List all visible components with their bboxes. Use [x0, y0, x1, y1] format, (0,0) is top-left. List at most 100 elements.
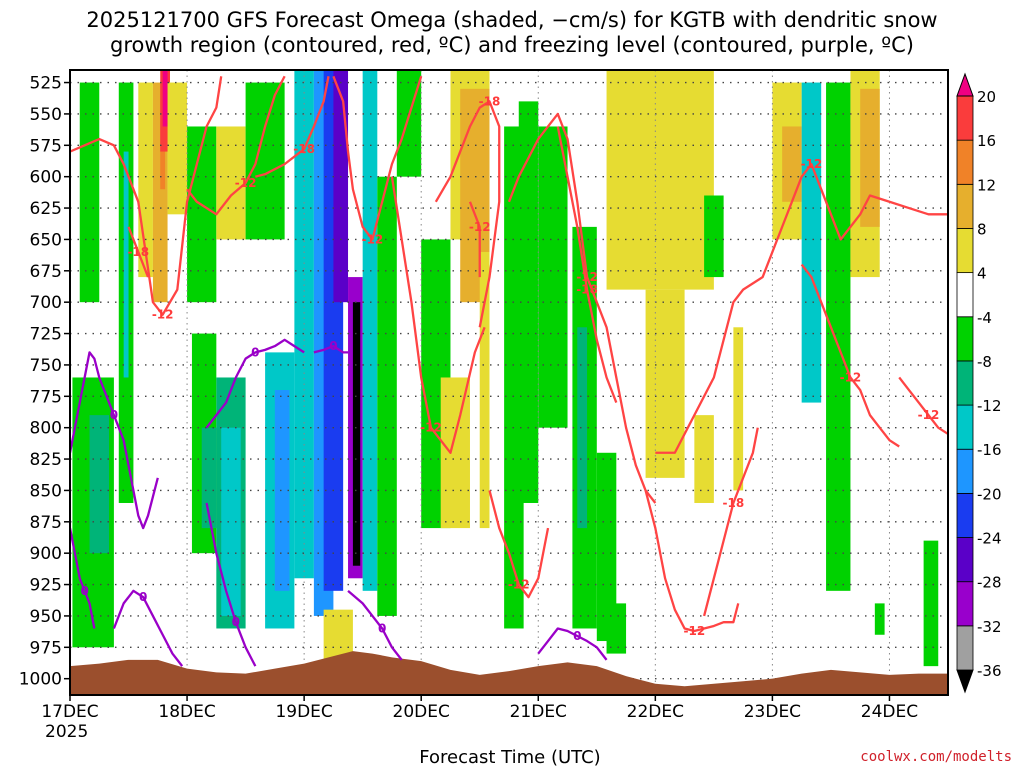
x-tick-label: 22DEC — [627, 702, 684, 722]
dgz-contour-15 — [898, 376, 948, 435]
y-tick-label: 625 — [30, 199, 62, 219]
colorbar-tick-label: 4 — [977, 265, 987, 283]
dgz-contour-2-label: -12 — [235, 176, 257, 190]
dgz-contour-3 — [255, 76, 330, 178]
x-year-label: 2025 — [45, 722, 88, 742]
dgz-contour-4 — [332, 75, 423, 241]
colorbar-segment — [956, 139, 974, 185]
plot-area: -12-18-12-18-12-12-18-12-12-12-18-12-12-… — [69, 69, 949, 696]
x-tick-label: 17DEC — [41, 702, 98, 722]
omega-shade-region-54 — [874, 603, 885, 635]
freezing-contour-2-label: 0 — [139, 590, 147, 604]
dgz-contour-12-label: -12 — [684, 624, 706, 638]
credit-label: coolwx.com/modelts — [860, 749, 1012, 765]
omega-shade-region-43 — [694, 415, 714, 503]
omega-shade-region-34 — [479, 251, 490, 529]
dgz-contour-6 — [434, 100, 501, 328]
omega-shade-region-51 — [704, 195, 724, 278]
y-tick-label: 575 — [30, 136, 62, 156]
dgz-contour-3-label: -18 — [293, 142, 315, 156]
colorbar-segment — [956, 537, 974, 583]
freezing-contour-1 — [70, 527, 96, 629]
colorbar-segment — [956, 404, 974, 450]
chart-title-line-2: growth region (contoured, red, ºC) and f… — [110, 33, 914, 57]
dgz-contour-11 — [655, 162, 948, 454]
freezing-contour-3-label: 0 — [251, 345, 259, 359]
colorbar-tick-label: -12 — [977, 397, 1002, 415]
y-tick-label: 800 — [30, 419, 62, 439]
colorbar-segment — [956, 316, 974, 362]
y-tick-label: 875 — [30, 513, 62, 533]
omega-shade-region-37 — [538, 126, 568, 428]
y-tick-label: 950 — [30, 607, 62, 627]
dgz-contour-12 — [644, 490, 740, 633]
freezing-contour-4-label: 0 — [232, 615, 240, 629]
colorbar-tick-label: -4 — [977, 309, 992, 327]
dgz-contour-14 — [800, 263, 900, 448]
freezing-contour-7 — [537, 627, 608, 661]
omega-shade-region-9 — [162, 70, 168, 127]
chart-title-line-1: 2025121700 GFS Forecast Omega (shaded, −… — [86, 8, 937, 32]
omega-shade-region-17 — [245, 82, 285, 240]
omega-shade-region-13 — [201, 427, 217, 529]
omega-shade-region-4 — [123, 151, 129, 378]
omega-shade-region-16 — [221, 427, 241, 616]
terrain-layer — [70, 651, 948, 695]
colorbar-tick-label: 16 — [977, 132, 996, 150]
freezing-contour-7-label: 0 — [573, 629, 581, 643]
colorbar-segment — [956, 272, 974, 318]
omega-shade-region-27 — [377, 176, 397, 616]
freezing-contour-6-label: 0 — [378, 621, 386, 635]
y-tick-label: 725 — [30, 325, 62, 345]
dgz-contour-7 — [468, 201, 481, 278]
freezing-contour-5-label: 0 — [329, 339, 337, 353]
freezing-contour-1-label: 0 — [80, 584, 88, 598]
colorbar-tick-label: 20 — [977, 88, 996, 106]
colorbar-top-arrow — [956, 72, 974, 97]
dgz-contour-5-label: -12 — [420, 421, 442, 435]
y-tick-label: 925 — [30, 576, 62, 596]
x-axis-title: Forecast Time (UTC) — [419, 747, 600, 768]
omega-shade-region-44 — [733, 327, 744, 491]
colorbar-segment — [956, 228, 974, 274]
y-tick-label: 675 — [30, 262, 62, 282]
plot-frame — [69, 69, 949, 696]
dgz-contour-14-label: -12 — [840, 370, 862, 384]
colorbar-tick-label: 12 — [977, 176, 996, 194]
omega-shade-region-46 — [782, 126, 802, 202]
omega-shade-region-25 — [352, 302, 361, 566]
dgz-contour-11-label: -12 — [801, 157, 823, 171]
freezing-contour-4 — [205, 502, 257, 667]
y-tick-label: 700 — [30, 293, 62, 313]
omega-shade-region-10 — [167, 82, 188, 215]
colorbar-tick-label: -32 — [977, 618, 1002, 636]
colorbar-segment — [956, 95, 974, 141]
dgz-contour-0-label: -12 — [152, 308, 174, 322]
dgz-contour-8-label: -12 — [576, 270, 598, 284]
colorbar-segment — [956, 492, 974, 538]
colorbar-tick-label: -36 — [977, 662, 1002, 680]
freezing-contour-6 — [347, 589, 403, 661]
y-tick-label: 600 — [30, 168, 62, 188]
colorbar-segment — [956, 448, 974, 494]
colorbar-segment — [956, 360, 974, 406]
omega-shade-region-19 — [274, 390, 290, 591]
colorbar-segment — [956, 183, 974, 229]
omega-shade-region-26 — [362, 70, 378, 591]
dgz-contour-9 — [488, 490, 550, 599]
x-tick-label: 18DEC — [158, 702, 215, 722]
dgz-contour-9-label: -12 — [508, 578, 530, 592]
omega-shade-region-47 — [801, 82, 822, 403]
x-axis: 17DEC 18DEC 19DEC 20DEC 21DEC 22DEC 23DEC 24DEC — [41, 695, 918, 722]
dgz-contour-10-label: -18 — [576, 283, 598, 297]
omega-shade-region-28 — [323, 609, 353, 660]
colorbar-tick-label: -20 — [977, 485, 1002, 503]
colorbar: -36 -32 -28 -24 -20 -16 -12 -8 -4 4 8 12 16 20 — [956, 72, 1002, 694]
omega-shade-region-40 — [596, 452, 617, 642]
dgz-contour-8 — [507, 112, 657, 504]
y-tick-label: 850 — [30, 481, 62, 501]
omega-shade-region-52 — [606, 603, 627, 654]
freezing-contour-0-label: 0 — [110, 408, 118, 422]
dgz-contour-13-label: -18 — [723, 496, 745, 510]
x-tick-label: 23DEC — [744, 702, 801, 722]
